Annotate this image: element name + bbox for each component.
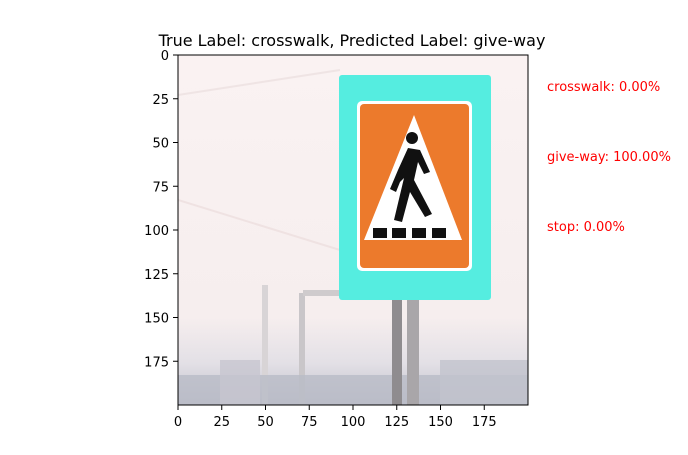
y-axis: 0 25 50 75 100 125 150 175: [144, 49, 178, 370]
x-tick-label: 0: [174, 415, 182, 430]
x-tick-label: 100: [341, 415, 366, 430]
x-tick-label: 125: [384, 415, 409, 430]
x-tick-label: 150: [428, 415, 453, 430]
y-tick-label: 50: [152, 137, 169, 152]
probability-label-stop: stop: 0.00%: [547, 220, 625, 235]
chart-title: True Label: crosswalk, Predicted Label: …: [158, 31, 546, 50]
x-tick-label: 50: [257, 415, 274, 430]
x-axis: 0 25 50 75 100 125 150 175: [174, 405, 497, 430]
x-tick-label: 175: [472, 415, 497, 430]
probability-label-give-way: give-way: 100.00%: [547, 150, 671, 165]
y-tick-label: 175: [144, 355, 169, 370]
y-tick-label: 0: [161, 49, 169, 64]
y-tick-label: 125: [144, 268, 169, 283]
sign-image: [178, 55, 528, 405]
y-tick-label: 150: [144, 312, 169, 327]
y-tick-label: 25: [152, 93, 169, 108]
x-tick-label: 75: [301, 415, 318, 430]
y-tick-label: 75: [152, 180, 169, 195]
class-probabilities: crosswalk: 0.00% give-way: 100.00% stop: 0…: [547, 80, 671, 235]
y-tick-label: 100: [144, 224, 169, 239]
probability-label-crosswalk: crosswalk: 0.00%: [547, 80, 660, 95]
x-tick-label: 25: [213, 415, 230, 430]
